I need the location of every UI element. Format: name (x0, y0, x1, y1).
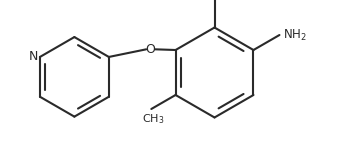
Text: N: N (29, 50, 38, 64)
Text: CH$_3$: CH$_3$ (142, 112, 165, 126)
Text: NH$_2$: NH$_2$ (283, 27, 307, 43)
Text: O: O (145, 43, 155, 56)
